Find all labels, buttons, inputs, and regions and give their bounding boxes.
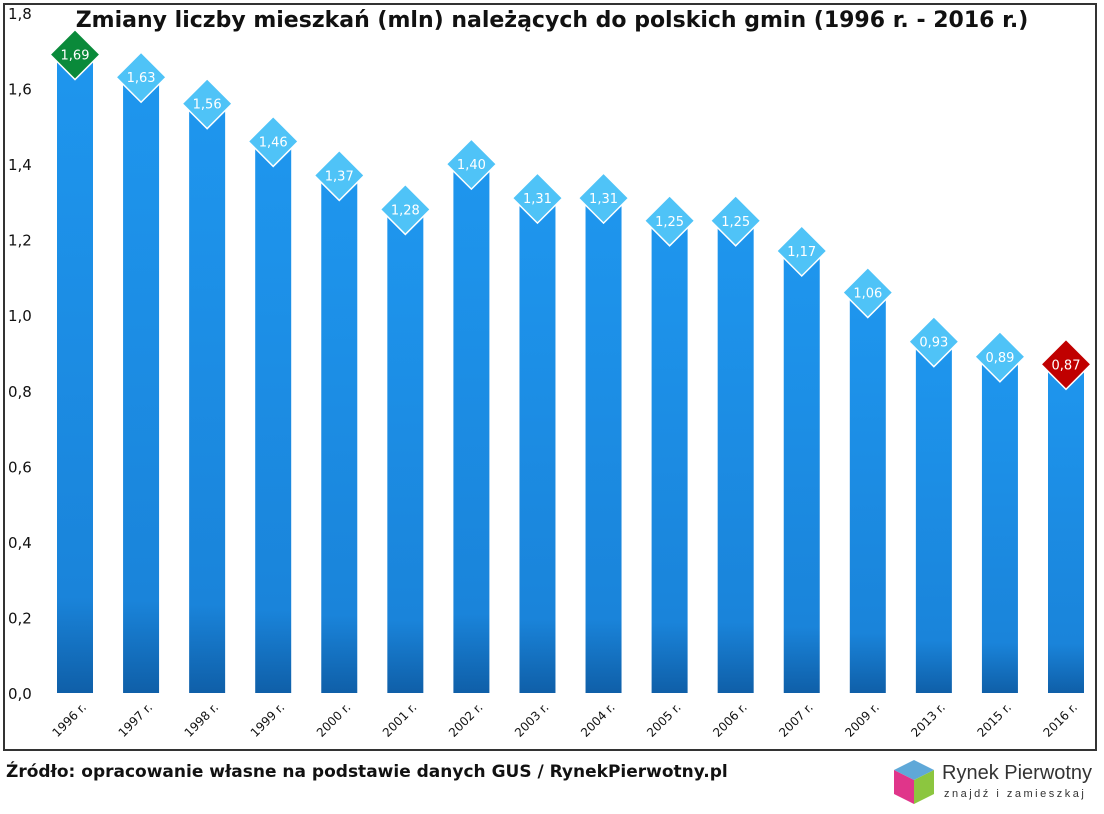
y-tick-label: 0,6 bbox=[8, 458, 32, 476]
y-tick-label: 0,8 bbox=[8, 383, 32, 401]
x-tick-label: 1998 r. bbox=[182, 700, 222, 740]
bar bbox=[453, 164, 490, 694]
logo-cube-icon bbox=[894, 760, 934, 804]
data-label: 1,63 bbox=[127, 71, 156, 86]
logo-tagline: znajdź i zamieszkaj bbox=[944, 788, 1087, 800]
data-label: 1,69 bbox=[61, 49, 90, 64]
data-label-diamond bbox=[907, 315, 960, 368]
bar bbox=[1048, 364, 1084, 693]
bar bbox=[783, 251, 820, 693]
bar bbox=[387, 209, 424, 693]
x-tick-label: 2007 r. bbox=[776, 700, 816, 740]
data-label: 1,31 bbox=[589, 192, 618, 207]
data-label-diamond bbox=[511, 172, 564, 225]
chart-title: Zmiany liczby mieszkań (mln) należących … bbox=[75, 8, 1029, 33]
data-label: 1,06 bbox=[853, 287, 882, 302]
x-tick-label: 1997 r. bbox=[116, 700, 156, 740]
logo: Rynek Pierwotny znajdź i zamieszkaj bbox=[890, 758, 1100, 808]
y-tick-label: 1,2 bbox=[8, 232, 32, 250]
data-label: 1,37 bbox=[325, 169, 354, 184]
bar bbox=[717, 220, 754, 693]
data-label-diamond bbox=[841, 266, 894, 319]
data-label: 0,87 bbox=[1052, 358, 1081, 373]
y-tick-label: 1,8 bbox=[8, 5, 32, 23]
x-tick-label: 2006 r. bbox=[710, 700, 750, 740]
bar bbox=[321, 175, 358, 693]
chart-frame bbox=[3, 3, 1097, 751]
bar bbox=[57, 54, 93, 694]
data-label-diamond bbox=[709, 194, 762, 247]
data-label: 1,25 bbox=[655, 215, 684, 230]
bar bbox=[519, 198, 556, 693]
x-tick-label: 2005 r. bbox=[644, 700, 684, 740]
y-tick-label: 1,4 bbox=[8, 156, 32, 174]
bar bbox=[255, 141, 292, 693]
data-label: 1,28 bbox=[391, 203, 420, 218]
bar bbox=[915, 341, 952, 693]
y-tick-label: 0,0 bbox=[8, 685, 32, 703]
x-tick-label: 2013 r. bbox=[908, 700, 948, 740]
data-label: 1,31 bbox=[523, 192, 552, 207]
x-tick-label: 2015 r. bbox=[974, 700, 1014, 740]
data-label: 1,46 bbox=[259, 135, 288, 150]
data-label-diamond bbox=[577, 172, 630, 225]
data-label-diamond bbox=[247, 115, 300, 168]
data-label-diamond bbox=[379, 183, 432, 236]
x-tick-label: 1999 r. bbox=[248, 700, 288, 740]
data-label-diamond bbox=[1039, 338, 1093, 391]
bar bbox=[849, 292, 886, 693]
x-tick-label: 2016 r. bbox=[1041, 700, 1081, 740]
data-label: 1,56 bbox=[193, 98, 222, 113]
data-label-diamond bbox=[775, 224, 828, 278]
data-label: 0,89 bbox=[985, 351, 1014, 366]
bar bbox=[651, 220, 688, 693]
bar bbox=[189, 103, 226, 693]
x-tick-label: 2000 r. bbox=[314, 700, 354, 740]
data-label-diamond bbox=[643, 194, 696, 247]
y-tick-label: 0,2 bbox=[8, 609, 32, 627]
x-tick-label: 2001 r. bbox=[380, 700, 420, 740]
x-tick-label: 1996 r. bbox=[50, 700, 90, 740]
x-tick-label: 2003 r. bbox=[512, 700, 552, 740]
bar bbox=[123, 77, 160, 693]
y-tick-label: 1,6 bbox=[8, 81, 32, 99]
x-tick-label: 2009 r. bbox=[842, 700, 882, 740]
data-label-diamond bbox=[115, 51, 168, 104]
data-label-diamond bbox=[973, 330, 1026, 383]
data-label-diamond bbox=[445, 138, 498, 191]
x-tick-label: 2002 r. bbox=[446, 700, 486, 740]
data-label-diamond bbox=[313, 149, 366, 202]
data-label: 1,40 bbox=[457, 158, 486, 173]
y-tick-label: 0,4 bbox=[8, 534, 32, 552]
x-tick-label: 2004 r. bbox=[578, 700, 618, 740]
data-label: 1,17 bbox=[787, 245, 816, 260]
bar bbox=[981, 356, 1018, 693]
y-tick-label: 1,0 bbox=[8, 307, 32, 325]
data-label-diamond bbox=[181, 77, 234, 130]
bar bbox=[585, 198, 622, 693]
data-label: 1,25 bbox=[721, 215, 750, 230]
data-label: 0,93 bbox=[919, 336, 948, 351]
source-note: Źródło: opracowanie własne na podstawie … bbox=[6, 762, 728, 782]
logo-name: Rynek Pierwotny bbox=[942, 762, 1093, 784]
data-label-diamond bbox=[48, 28, 102, 81]
